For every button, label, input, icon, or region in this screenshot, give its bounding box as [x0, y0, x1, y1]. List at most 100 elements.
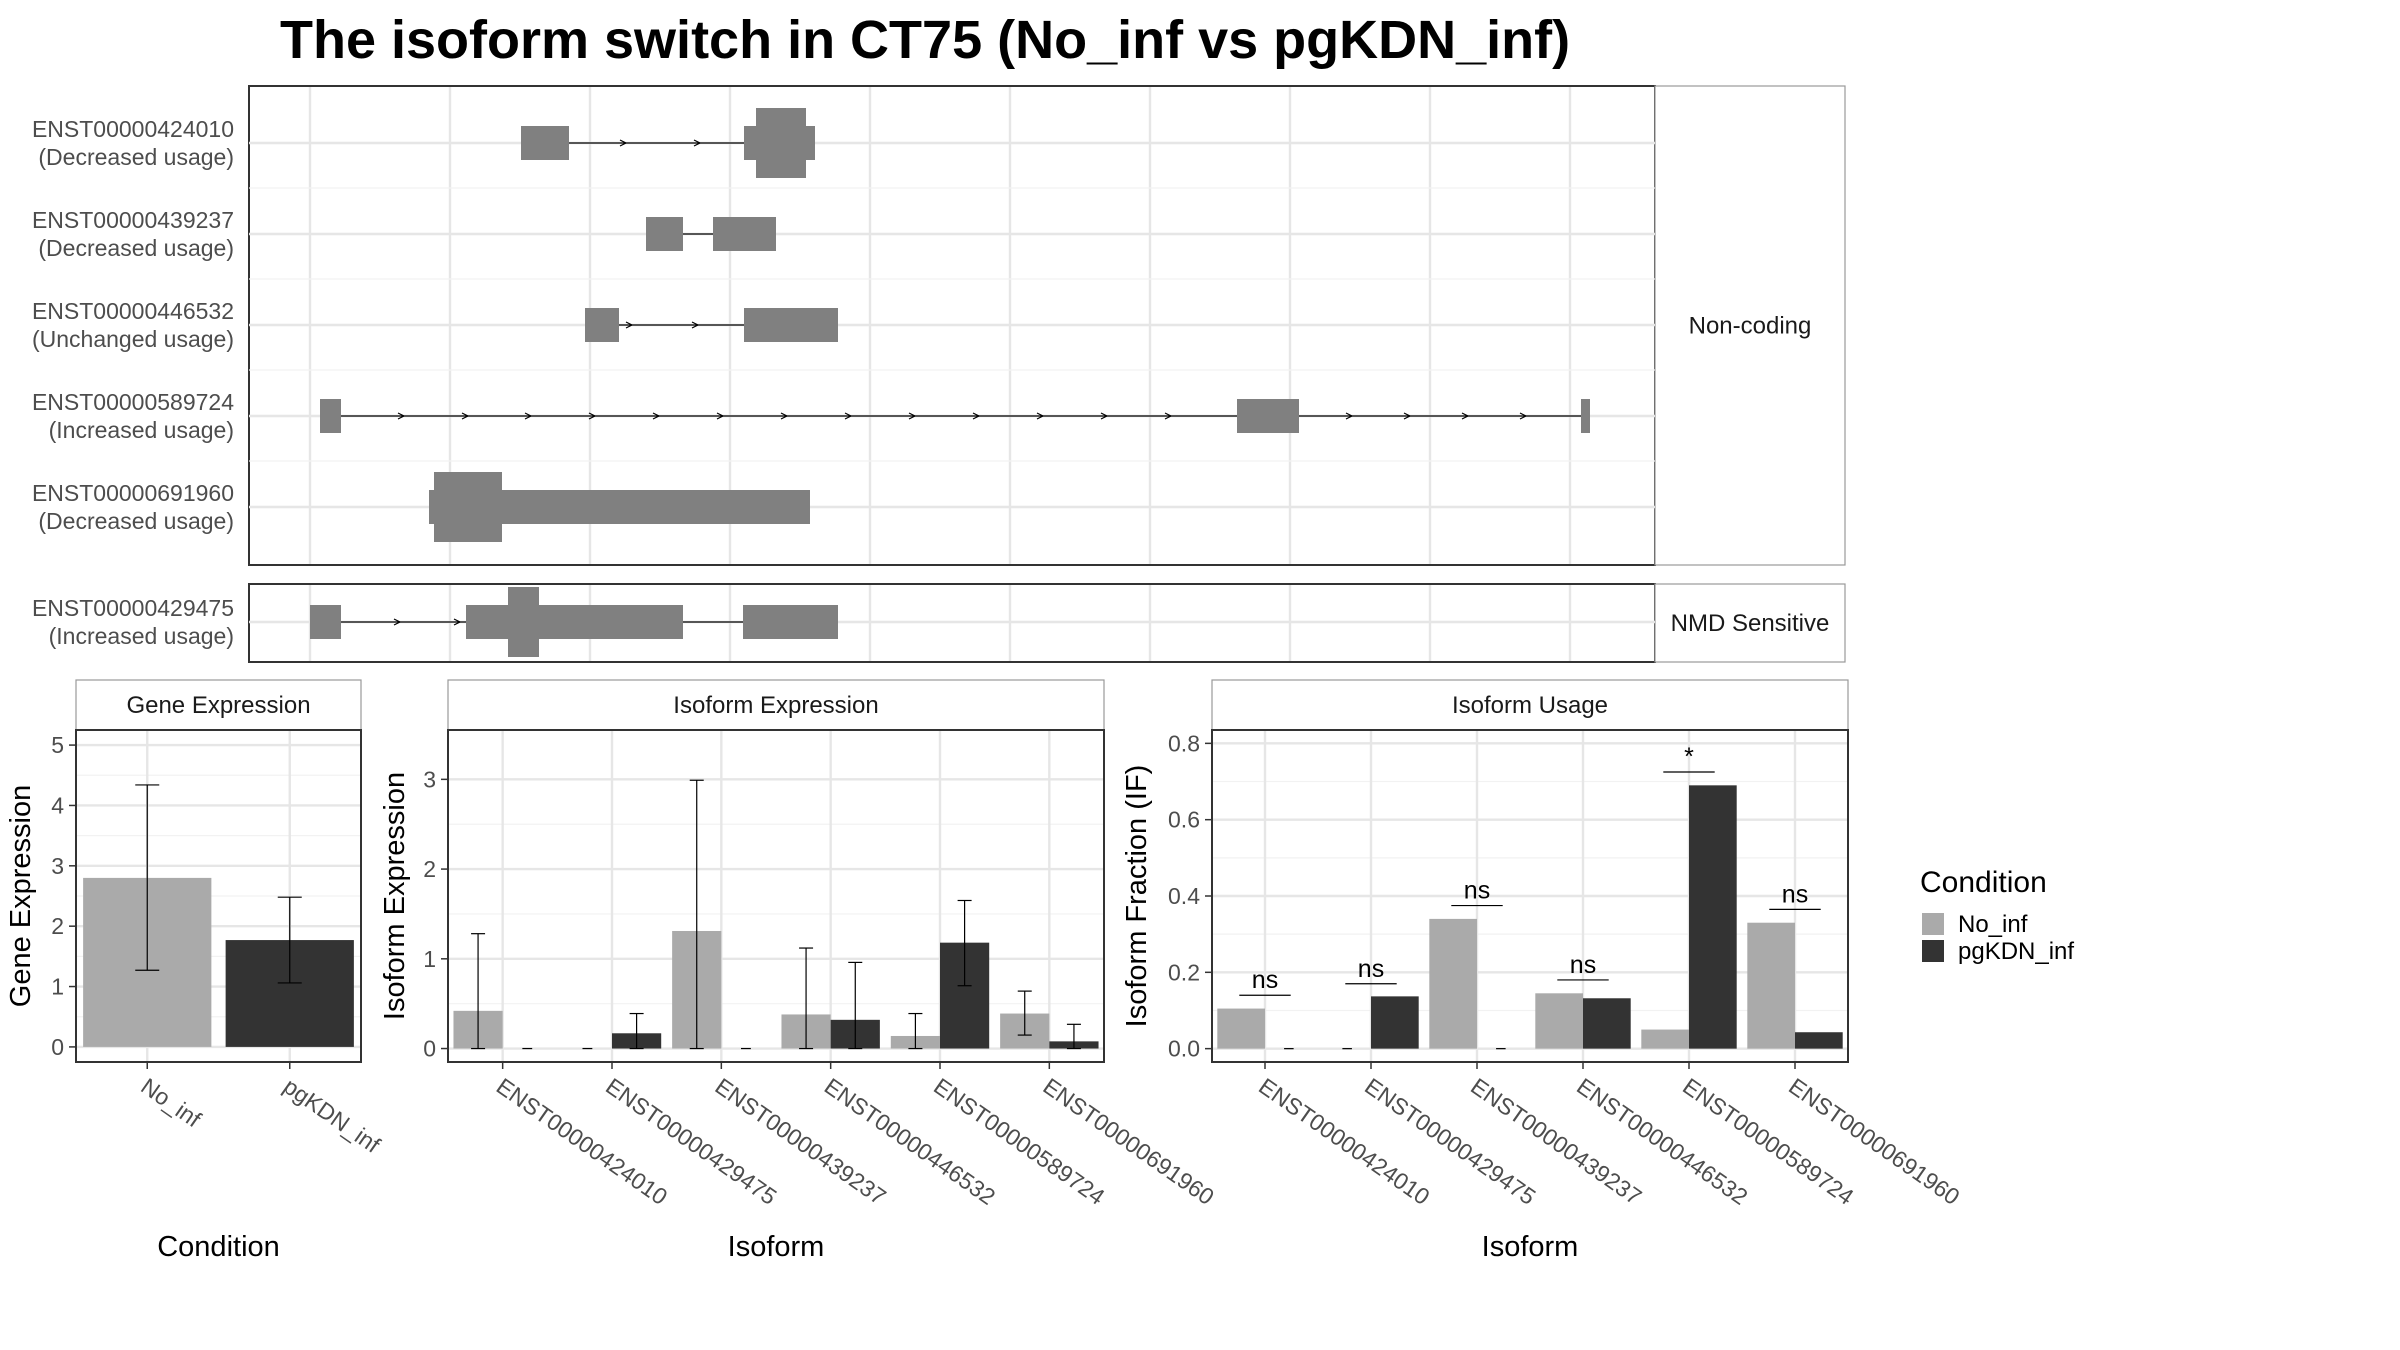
transcript-usage-label: (Increased usage): [49, 623, 234, 649]
x-tick-label: ENST00000691960: [1784, 1073, 1964, 1210]
intron-direction-arrow: [453, 618, 462, 626]
exon-block: [466, 605, 508, 639]
exon-block: [743, 605, 838, 639]
exon-block: [744, 308, 838, 342]
transcript-row: ENST00000446532(Unchanged usage): [32, 298, 838, 352]
panel-strip-label: Isoform Usage: [1452, 692, 1608, 719]
significance-label: ns: [1358, 955, 1384, 983]
panel-border: [447, 729, 1105, 1063]
bar-No_inf: [1429, 918, 1477, 1049]
transcript-usage-label: (Decreased usage): [38, 235, 234, 261]
bar-No_inf: [1217, 1008, 1265, 1049]
bar-No_inf: [1535, 993, 1583, 1049]
intron-direction-arrow: [1100, 412, 1109, 420]
x-tick-label: ENST00000429475: [1360, 1073, 1540, 1210]
transcript-row: ENST00000429475(Increased usage): [32, 587, 838, 657]
transcript-usage-label: (Increased usage): [49, 417, 234, 443]
exon-block: [806, 126, 815, 160]
exon-block: [521, 126, 569, 160]
bar-pgKDN_inf: [1583, 998, 1631, 1049]
legend-label: No_inf: [1958, 911, 2028, 938]
y-tick-label: 0.6: [1168, 807, 1200, 833]
intron-direction-arrow: [1036, 412, 1045, 420]
exon-block: [310, 605, 341, 639]
transcript-row: ENST00000424010(Decreased usage): [32, 108, 815, 178]
exon-block: [434, 472, 502, 542]
y-tick-label: 2: [51, 913, 64, 939]
transcript-row: ENST00000691960(Decreased usage): [32, 472, 810, 542]
legend-label: pgKDN_inf: [1958, 938, 2074, 965]
panel-strip: [75, 679, 362, 731]
transcript-usage-label: (Decreased usage): [38, 508, 234, 534]
legend-title: Condition: [1920, 866, 2047, 899]
intron-direction-arrow: [393, 618, 402, 626]
facet-strip: [1654, 85, 1846, 566]
transcript-row: ENST00000589724(Increased usage): [32, 389, 1590, 443]
x-axis-title: Isoform: [728, 1231, 825, 1263]
exon-block: [429, 490, 434, 524]
structure-facet-non-coding: Non-coding: [248, 85, 1846, 566]
intron-direction-arrow: [1461, 412, 1470, 420]
intron-direction-arrow: [461, 412, 470, 420]
exon-block: [646, 217, 683, 251]
transcript-id-label: ENST00000446532: [32, 298, 234, 324]
intron-direction-arrow: [652, 412, 661, 420]
exon-block: [320, 399, 341, 433]
intron-direction-arrow: [691, 321, 700, 329]
y-tick-label: 1: [423, 946, 436, 972]
intron-direction-arrow: [1519, 412, 1528, 420]
intron-direction-arrow: [716, 412, 725, 420]
y-tick-label: 2: [423, 856, 436, 882]
y-tick-label: 4: [51, 792, 64, 818]
exon-block: [744, 126, 756, 160]
facet-strip: [1654, 583, 1846, 663]
legend-swatch-No_inf: [1922, 913, 1944, 935]
gene-expression-panel: Gene Expression 0 1 2 3 4 5 No_inf pgKDN_inf Gene…: [5, 679, 386, 1263]
y-axis-title: Isoform Expression: [379, 772, 411, 1020]
intron-direction-arrow: [625, 321, 634, 329]
intron-direction-arrow: [397, 412, 406, 420]
y-tick-label: 0.8: [1168, 730, 1200, 756]
intron-direction-arrow: [524, 412, 533, 420]
intron-direction-arrow: [844, 412, 853, 420]
intron-direction-arrow: [1403, 412, 1412, 420]
facet-strip-label: Non-coding: [1689, 313, 1812, 340]
x-tick-label: No_inf: [136, 1073, 206, 1133]
y-axis-title: Gene Expression: [5, 785, 37, 1007]
y-tick-label: 3: [423, 766, 436, 792]
significance-label: ns: [1570, 951, 1596, 979]
exon-block: [1237, 399, 1299, 433]
x-axis-title: Isoform: [1482, 1231, 1579, 1263]
exon-block: [508, 587, 539, 657]
exon-block: [539, 605, 683, 639]
x-tick-label: ENST00000439237: [1466, 1073, 1646, 1210]
transcript-id-label: ENST00000691960: [32, 480, 234, 506]
transcript-id-label: ENST00000589724: [32, 389, 234, 415]
transcript-usage-label: (Decreased usage): [38, 144, 234, 170]
intron-direction-arrow: [693, 139, 702, 147]
exon-block: [756, 108, 806, 178]
bar-pgKDN_inf: [1371, 996, 1419, 1049]
isoform-usage-panel: Isoform Usage ns ns ns ns * ns 0.0 0.2 0.4 0.6 0.8 E…: [1121, 679, 1965, 1263]
y-tick-label: 0: [423, 1036, 436, 1062]
intron-direction-arrow: [908, 412, 917, 420]
intron-direction-arrow: [1345, 412, 1354, 420]
bar-pgKDN_inf: [1795, 1032, 1843, 1049]
facet-strip-label: NMD Sensitive: [1671, 610, 1830, 637]
panel-strip-label: Isoform Expression: [673, 692, 878, 719]
y-tick-label: 3: [51, 853, 64, 879]
x-tick-label: ENST00000424010: [1254, 1073, 1434, 1210]
x-tick-label: pgKDN_inf: [279, 1073, 386, 1158]
x-tick-label: ENST00000589724: [1678, 1073, 1859, 1210]
transcript-id-label: ENST00000439237: [32, 207, 234, 233]
y-tick-label: 0.2: [1168, 959, 1200, 985]
panel-strip-label: Gene Expression: [126, 692, 310, 719]
intron-direction-arrow: [972, 412, 981, 420]
transcript-id-label: ENST00000424010: [32, 116, 234, 142]
significance-label: ns: [1252, 966, 1278, 994]
significance-label: ns: [1464, 877, 1490, 905]
x-axis-title: Condition: [157, 1231, 280, 1263]
